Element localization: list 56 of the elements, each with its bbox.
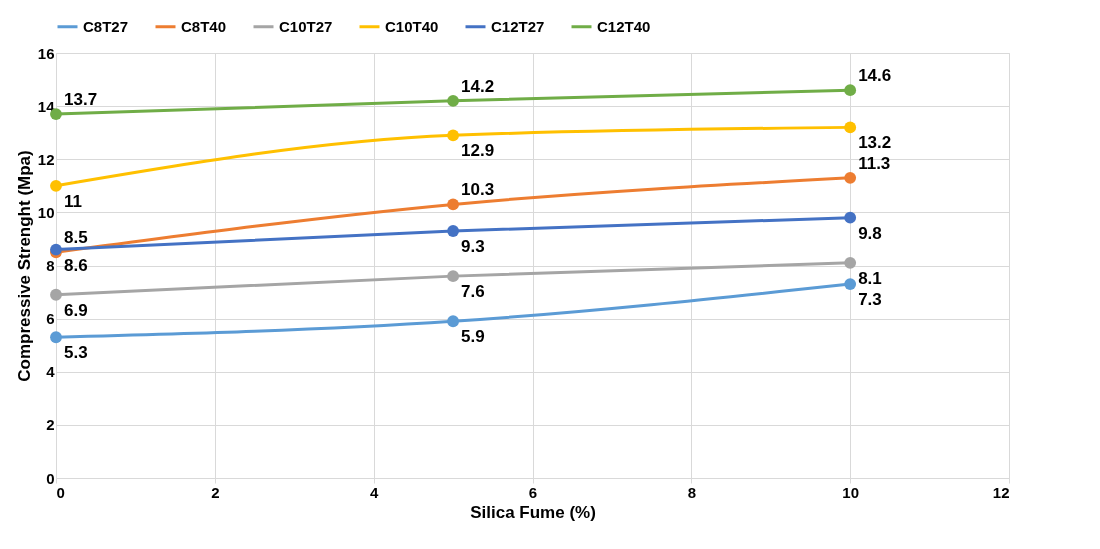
point — [50, 331, 62, 344]
y-tick-label: 6 — [46, 310, 55, 328]
data-label: 11.3 — [858, 153, 891, 173]
legend-label: C12T27 — [491, 17, 545, 35]
y-tick-label: 14 — [37, 97, 56, 115]
point — [447, 315, 459, 328]
y-tick-label: 16 — [37, 44, 55, 62]
x-tick-label: 12 — [992, 483, 1010, 501]
point — [844, 256, 857, 269]
data-label: 9.8 — [858, 223, 882, 243]
data-label: 7.6 — [461, 282, 485, 302]
data-label: 13.7 — [64, 90, 98, 110]
data-label: 5.3 — [64, 343, 88, 363]
data-label: 12.9 — [461, 141, 495, 161]
y-axis-title: Compressive Strenght (Mpa) — [14, 150, 34, 382]
data-label: 14.6 — [858, 66, 892, 86]
x-tick-label: 4 — [369, 483, 379, 501]
x-tick-label: 6 — [528, 483, 538, 501]
point — [844, 84, 857, 97]
y-tick-label: 2 — [46, 416, 55, 434]
legend-label: C10T40 — [385, 17, 439, 35]
point — [447, 129, 459, 142]
legend-label: C12T40 — [597, 17, 651, 35]
data-label: 9.3 — [461, 236, 485, 256]
y-tick-label: 10 — [37, 203, 55, 221]
data-label: 5.9 — [461, 327, 485, 347]
data-label: 8.6 — [64, 255, 88, 275]
legend-label: C8T40 — [181, 17, 227, 35]
x-axis-title: Silica Fume (%) — [470, 502, 596, 522]
data-label: 8.5 — [64, 228, 88, 248]
data-label: 11 — [64, 191, 82, 211]
x-tick-label: 8 — [687, 483, 697, 501]
point — [844, 171, 857, 184]
data-label: 7.3 — [858, 290, 882, 310]
y-tick-label: 8 — [46, 257, 55, 274]
point — [447, 94, 459, 107]
data-label: 14.2 — [461, 76, 495, 96]
point — [447, 198, 459, 211]
data-label: 8.1 — [858, 268, 882, 288]
point — [844, 278, 857, 290]
legend-label: C8T27 — [83, 17, 129, 35]
x-tick-label: 10 — [842, 483, 860, 501]
y-tick-label: 4 — [46, 363, 56, 381]
data-label: 13.2 — [858, 133, 892, 153]
point — [447, 270, 459, 283]
point — [50, 288, 62, 301]
legend-label: C10T27 — [279, 17, 333, 35]
point — [447, 225, 459, 237]
point — [50, 179, 62, 192]
data-label: 6.9 — [64, 300, 88, 320]
y-tick-label: 0 — [46, 469, 55, 487]
point — [844, 211, 857, 224]
y-tick-label: 12 — [37, 150, 55, 168]
data-label: 10.3 — [461, 180, 495, 200]
point — [844, 121, 857, 134]
x-tick-label: 2 — [211, 483, 220, 501]
